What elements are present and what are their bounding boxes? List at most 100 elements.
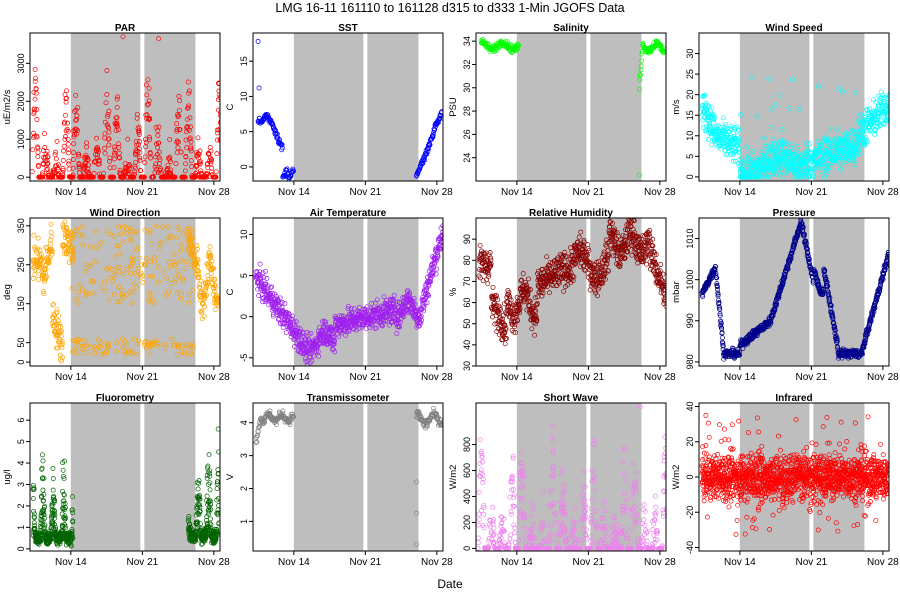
data-point (528, 287, 533, 293)
data-point (649, 249, 655, 255)
data-point (49, 246, 54, 252)
data-point (292, 344, 297, 349)
data-point (295, 325, 301, 331)
data-point (103, 349, 109, 355)
data-point (36, 276, 42, 282)
data-point (35, 149, 41, 155)
data-point (611, 253, 616, 259)
y-tick-label: 20 (685, 90, 695, 100)
data-point (834, 126, 840, 132)
data-point (198, 278, 204, 284)
data-point (851, 157, 857, 163)
data-point (662, 291, 666, 297)
data-point (853, 130, 859, 136)
data-point (720, 335, 725, 341)
data-point (727, 152, 733, 158)
data-point (289, 313, 295, 319)
data-point (787, 105, 793, 111)
data-point (715, 292, 721, 297)
data-point (77, 282, 83, 288)
data-point (297, 326, 303, 332)
data-point (886, 102, 889, 108)
data-point (148, 342, 154, 348)
y-axis-label: deg (2, 284, 13, 300)
data-point (34, 107, 40, 112)
data-point (69, 245, 75, 251)
data-point (849, 129, 855, 134)
data-point (70, 172, 76, 178)
data-point (146, 297, 152, 303)
data-point (175, 267, 181, 273)
data-point (64, 88, 70, 94)
data-point (140, 273, 146, 279)
data-point (179, 343, 185, 349)
data-point (547, 290, 552, 296)
data-point (378, 322, 384, 328)
data-point (136, 130, 142, 136)
data-point (610, 220, 615, 226)
data-point (112, 147, 118, 153)
data-point (96, 161, 102, 167)
data-point (187, 115, 193, 121)
data-point (887, 91, 889, 96)
data-point (174, 235, 180, 241)
data-point (477, 242, 483, 248)
data-point (94, 152, 100, 158)
data-point (124, 266, 130, 272)
data-point (642, 254, 648, 260)
data-point (255, 39, 261, 44)
data-point (32, 106, 37, 112)
data-point (143, 345, 149, 351)
data-point (877, 98, 883, 104)
data-point (216, 80, 220, 86)
data-point (156, 140, 162, 146)
data-point (55, 332, 61, 338)
data-point (114, 115, 120, 120)
data-point (807, 141, 812, 147)
data-point (204, 174, 209, 180)
panel-title: Wind Speed (765, 23, 822, 34)
data-point (60, 148, 66, 154)
data-point (328, 324, 334, 330)
data-point (175, 145, 181, 151)
data-point (114, 120, 120, 126)
data-point (153, 161, 159, 167)
data-point (35, 164, 41, 170)
data-point (63, 225, 69, 231)
y-tick-label: 26 (462, 129, 472, 139)
data-point (183, 161, 189, 167)
y-tick-label: 0 (239, 164, 249, 169)
data-point (714, 281, 720, 287)
y-tick-label: 25 (685, 69, 695, 79)
data-point (433, 258, 439, 264)
data-point (439, 110, 443, 116)
data-point (186, 232, 192, 238)
data-point (394, 330, 400, 336)
data-point (212, 276, 218, 282)
data-point (168, 233, 173, 239)
data-point (638, 72, 643, 78)
data-point (61, 224, 66, 230)
data-point (515, 318, 520, 324)
data-point (742, 158, 748, 164)
data-point (763, 143, 769, 149)
data-point (142, 227, 148, 233)
data-point (218, 120, 220, 126)
data-point (208, 148, 214, 154)
data-point (125, 341, 131, 347)
data-point (657, 271, 663, 277)
data-point (213, 307, 218, 312)
data-point (500, 316, 506, 322)
data-point (153, 224, 159, 230)
data-point (561, 288, 567, 294)
data-point (291, 168, 296, 174)
data-point (650, 236, 656, 242)
data-point (263, 268, 268, 274)
y-tick-label: 60 (462, 298, 472, 308)
data-point (76, 151, 81, 157)
data-point (804, 155, 810, 161)
plot-frame (475, 32, 667, 182)
data-point (169, 336, 175, 342)
data-point (128, 351, 134, 357)
